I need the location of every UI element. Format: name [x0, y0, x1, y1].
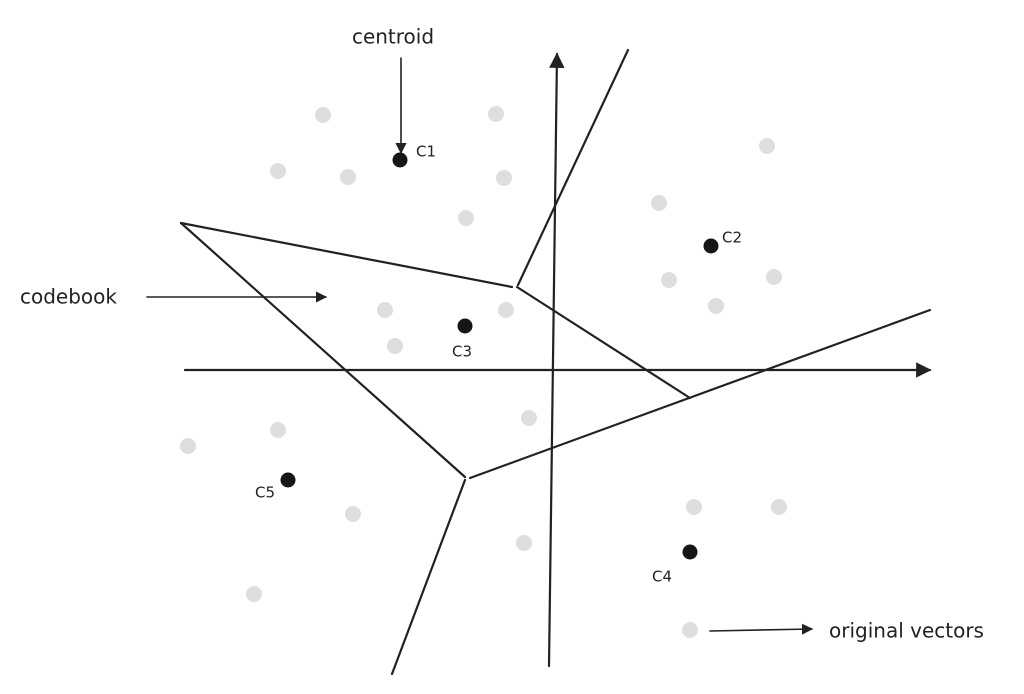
y-axis — [547, 52, 565, 668]
vector-point — [771, 499, 787, 515]
vector-point — [766, 269, 782, 285]
vector-point — [315, 107, 331, 123]
vector-point — [759, 138, 775, 154]
vector-point — [458, 210, 474, 226]
vector-point — [246, 586, 262, 602]
vector-point — [661, 272, 677, 288]
centroid-point — [392, 152, 408, 168]
edge — [468, 308, 932, 480]
edge — [515, 285, 692, 400]
centroid-point — [703, 238, 719, 254]
vector-point — [387, 338, 403, 354]
vector-point — [180, 438, 196, 454]
centroid-label: C2 — [722, 229, 742, 247]
vector-point — [516, 535, 532, 551]
vector-point — [651, 195, 667, 211]
voronoi-edges — [179, 48, 932, 676]
vector-point — [708, 298, 724, 314]
edge — [516, 48, 630, 287]
centroid-label: C5 — [255, 484, 275, 502]
centroid-label: C4 — [652, 568, 672, 586]
axes — [183, 52, 932, 668]
centroids: C1 C2 C3 C4 C5 — [255, 143, 742, 586]
centroid-annotation: centroid — [352, 25, 434, 49]
vector-point — [682, 622, 698, 638]
original-vector-points — [180, 106, 787, 638]
vector-point — [488, 106, 504, 122]
centroid-point — [457, 318, 473, 334]
vector-point — [496, 170, 512, 186]
vector-point — [345, 506, 361, 522]
edge — [179, 221, 514, 289]
vector-point — [498, 302, 514, 318]
annotations: centroid codebook original vectors — [20, 25, 984, 643]
vector-point — [340, 169, 356, 185]
vector-point — [686, 499, 702, 515]
vector-point — [377, 302, 393, 318]
annotation-arrow — [709, 623, 814, 635]
vector-point — [270, 422, 286, 438]
edge — [179, 221, 467, 479]
centroid-label: C3 — [452, 343, 472, 361]
vector-point — [270, 163, 286, 179]
codebook-annotation: codebook — [20, 285, 117, 309]
edge — [390, 478, 467, 676]
original-vectors-annotation: original vectors — [829, 619, 984, 643]
centroid-point — [682, 544, 698, 560]
vector-point — [521, 410, 537, 426]
centroid-point — [280, 472, 296, 488]
centroid-label: C1 — [416, 143, 436, 161]
